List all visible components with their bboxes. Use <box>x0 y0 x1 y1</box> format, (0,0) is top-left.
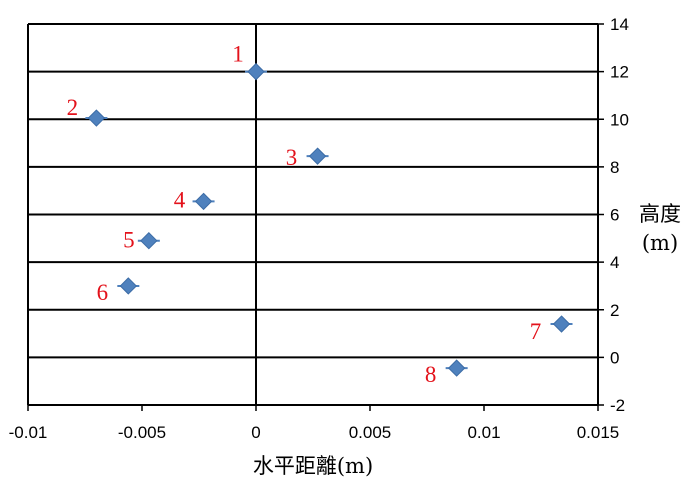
data-point-4 <box>194 192 213 211</box>
y-tick-label-8: 14 <box>610 15 629 34</box>
y-tick-label-0: -2 <box>610 396 625 415</box>
data-point-5 <box>140 231 158 250</box>
point-label-3: 3 <box>286 145 298 170</box>
y-tick-label-6: 10 <box>610 110 629 129</box>
y-tick-label-4: 6 <box>610 206 619 225</box>
data-point-7 <box>552 315 571 333</box>
x-tick-label-2: 0 <box>251 423 260 442</box>
x-tick-label-0: -0.01 <box>9 423 48 442</box>
y-tick-label-2: 2 <box>610 301 619 320</box>
x-tick-label-1: -0.005 <box>118 423 166 442</box>
gridlines <box>28 23 598 406</box>
point-label-6: 6 <box>97 280 109 305</box>
point-label-8: 8 <box>425 362 437 387</box>
data-points <box>85 62 573 377</box>
data-point-1 <box>247 62 265 81</box>
y-tick-label-5: 8 <box>610 158 619 177</box>
data-point-6 <box>119 277 138 295</box>
x-tick-label-3: 0.005 <box>349 423 392 442</box>
y-tick-labels: -2 0 2 4 6 8 10 12 14 <box>610 15 629 415</box>
x-tick-labels: -0.01 -0.005 0 0.005 0.01 0.015 <box>9 423 620 442</box>
x-tick-label-4: 0.01 <box>467 423 500 442</box>
y-axis-title-line2: (m) <box>642 231 678 255</box>
point-labels: 1 2 3 4 5 6 7 8 <box>67 42 542 387</box>
y-axis-title-line1: 高度 <box>639 202 681 226</box>
data-point-8 <box>447 359 466 377</box>
data-point-2 <box>87 109 106 127</box>
point-label-7: 7 <box>530 319 542 344</box>
point-label-4: 4 <box>174 187 186 212</box>
x-axis-title: 水平距離(m) <box>253 454 373 478</box>
point-label-1: 1 <box>232 42 244 67</box>
y-tick-label-7: 12 <box>610 63 629 82</box>
data-point-3 <box>308 147 327 165</box>
axes <box>27 23 604 411</box>
point-label-2: 2 <box>67 95 79 120</box>
point-label-5: 5 <box>123 228 135 253</box>
y-tick-label-3: 4 <box>610 253 619 272</box>
y-tick-label-1: 0 <box>610 348 619 367</box>
x-tick-label-5: 0.015 <box>577 423 620 442</box>
